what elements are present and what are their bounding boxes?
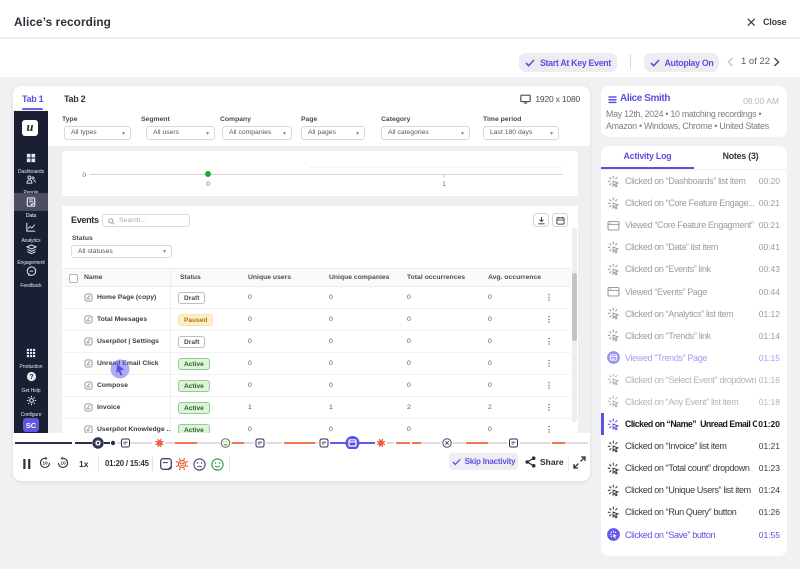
- svg-text:10: 10: [60, 461, 66, 467]
- svg-text:1: 1: [442, 181, 446, 188]
- svg-text:0: 0: [82, 172, 86, 179]
- svg-text:10: 10: [42, 461, 48, 467]
- svg-text:?: ?: [29, 374, 33, 381]
- svg-text:0: 0: [206, 181, 210, 188]
